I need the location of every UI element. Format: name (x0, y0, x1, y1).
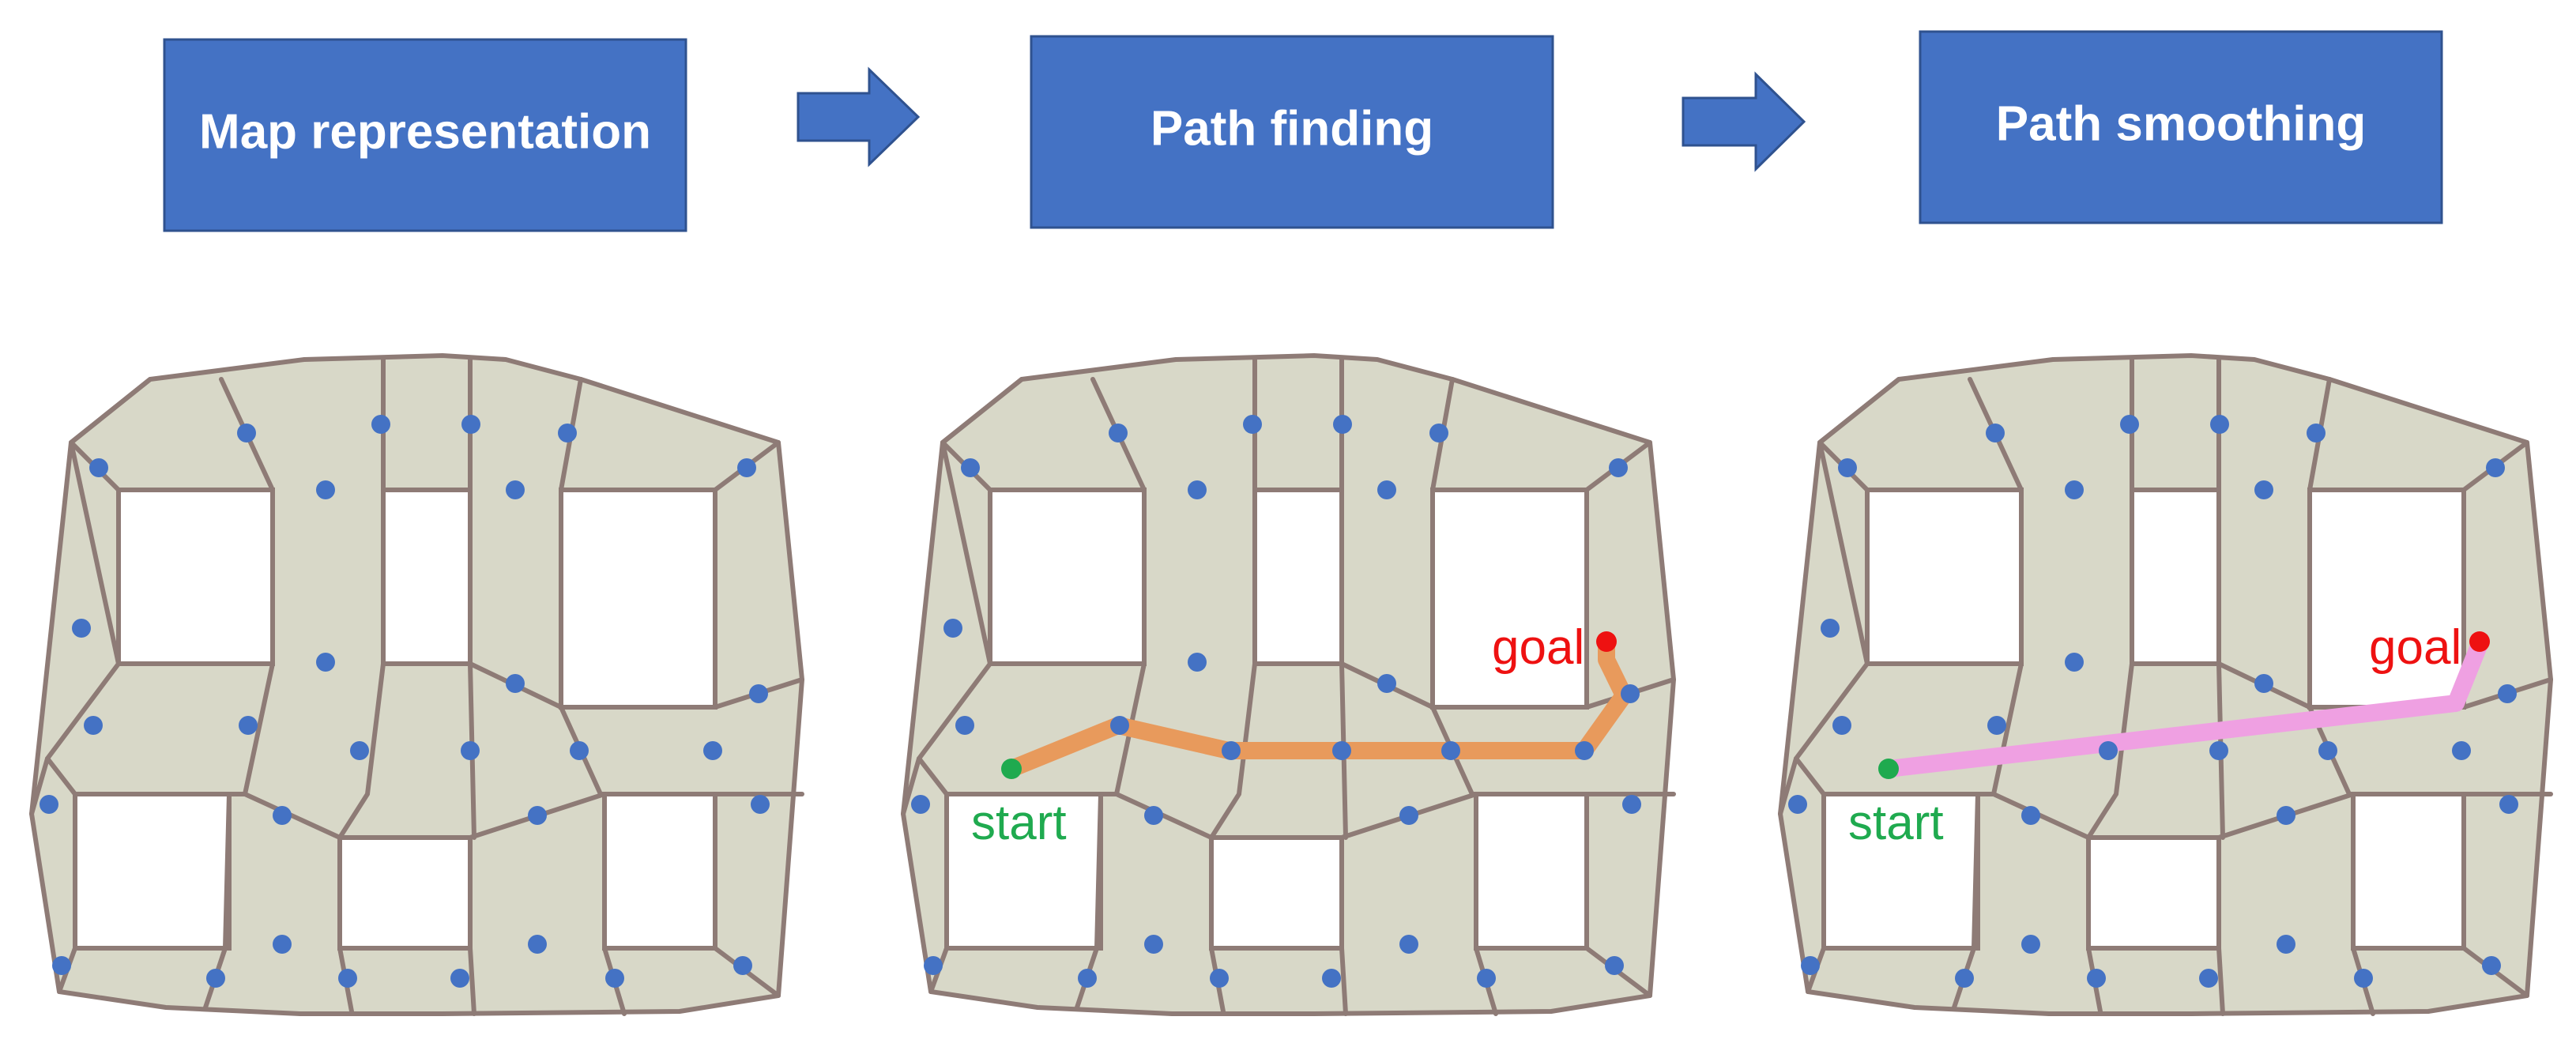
goal-marker (2469, 631, 2490, 652)
navmesh-panel-path-smoothing: start goal (1780, 356, 2551, 1014)
start-label: start (971, 796, 1067, 850)
start-marker (1001, 759, 1022, 779)
goal-marker (1596, 631, 1617, 652)
stage-map-representation: Map representation (163, 38, 687, 232)
stage-arrow-1 (797, 66, 921, 168)
stage-label: Path finding (1151, 101, 1433, 156)
start-marker (1878, 759, 1899, 779)
stage-path-finding: Path finding (1030, 35, 1554, 229)
goal-label: goal (2369, 620, 2461, 675)
stage-label: Path smoothing (1996, 96, 2366, 151)
stage-arrow-2 (1682, 71, 1806, 172)
stage-path-smoothing: Path smoothing (1919, 30, 2443, 224)
navmesh-panel-path-finding: start goal (903, 356, 1674, 1014)
navmesh-panel-map-representation (32, 356, 802, 1014)
goal-label: goal (1492, 620, 1584, 675)
stage-label: Map representation (199, 104, 651, 159)
smoothed-path (1880, 635, 2488, 778)
start-label: start (1848, 796, 1944, 850)
